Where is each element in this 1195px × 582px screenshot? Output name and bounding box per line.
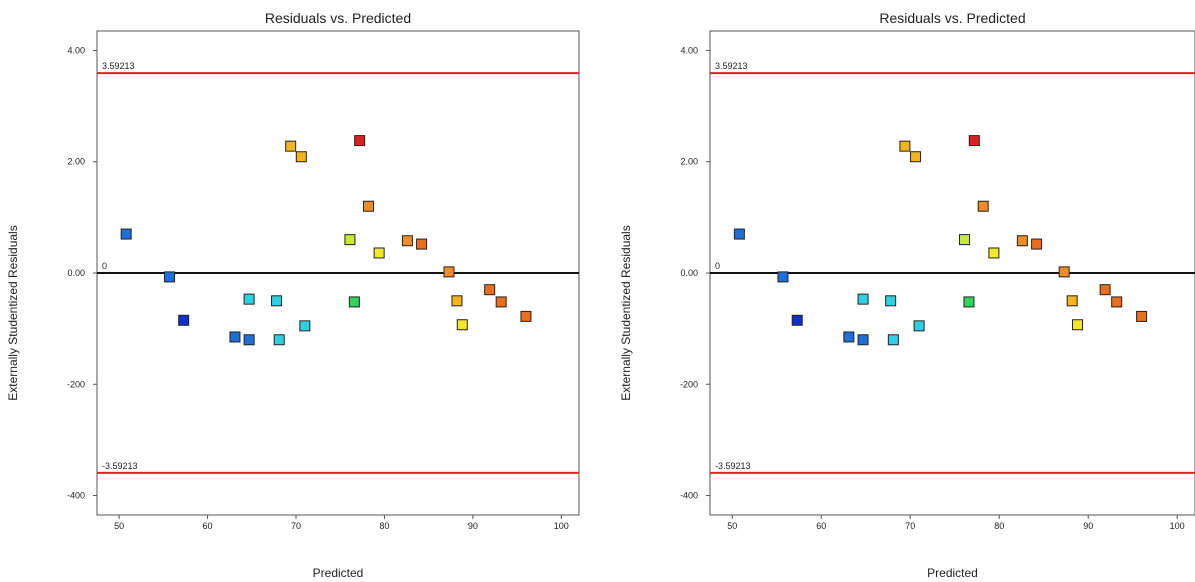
data-point (977, 200, 989, 212)
data-point (1072, 319, 1084, 331)
data-point (857, 293, 869, 305)
data-point (120, 228, 132, 240)
zero-line-label: 0 (715, 261, 720, 271)
data-point (913, 320, 925, 332)
data-point (520, 310, 532, 322)
data-point (299, 320, 311, 332)
data-point (295, 151, 307, 163)
y-axis-label: Externally Studentized Residuals (6, 225, 20, 400)
x-tick-label: 70 (291, 521, 301, 531)
data-point (348, 296, 360, 308)
chart-title: Residuals vs. Predicted (265, 10, 411, 26)
x-tick-label: 100 (1170, 521, 1185, 531)
y-tick-label: 0.00 (67, 268, 85, 278)
x-tick-label: 60 (203, 521, 213, 531)
y-tick-label: 4.00 (680, 45, 698, 55)
y-tick-label: 2.00 (67, 157, 85, 167)
data-point (843, 331, 855, 343)
y-tick-label: -200 (680, 379, 698, 389)
data-point (373, 247, 385, 259)
data-point (777, 271, 789, 283)
x-tick-label: 90 (468, 521, 478, 531)
residuals-chart-left: Residuals vs. Predicted Predicted External… (6, 10, 580, 580)
y-tick-label: 4.00 (67, 45, 85, 55)
data-point (899, 140, 911, 152)
data-point (1136, 310, 1148, 322)
data-point (456, 319, 468, 331)
x-tick-label: 60 (816, 521, 826, 531)
data-point (285, 140, 297, 152)
data-point (363, 200, 375, 212)
data-point (243, 334, 255, 346)
limit-line-label: -3.59213 (102, 461, 138, 471)
data-point (164, 271, 176, 283)
data-point (1099, 284, 1111, 296)
data-point (495, 296, 507, 308)
data-point (857, 334, 869, 346)
limit-line-label: 3.59213 (102, 61, 135, 71)
zero-line-label: 0 (102, 261, 107, 271)
data-point (271, 295, 283, 307)
residuals-chart-right: Residuals vs. Predicted Predicted External… (619, 10, 1195, 580)
x-axis-label: Predicted (313, 566, 364, 580)
y-axis-label: Externally Studentized Residuals (619, 225, 633, 400)
data-point (484, 284, 496, 296)
data-point (243, 293, 255, 305)
data-point (1066, 295, 1078, 307)
x-tick-label: 80 (379, 521, 389, 531)
data-point (344, 234, 356, 246)
chart-title: Residuals vs. Predicted (879, 10, 1025, 26)
data-point (963, 296, 975, 308)
data-point (959, 234, 971, 246)
data-point (885, 295, 897, 307)
data-point (910, 151, 922, 163)
y-tick-label: -400 (680, 491, 698, 501)
y-tick-label: 0.00 (680, 268, 698, 278)
data-point (968, 135, 980, 147)
data-point (416, 238, 428, 250)
data-point (401, 235, 413, 247)
data-point (451, 295, 463, 307)
x-tick-label: 70 (905, 521, 915, 531)
limit-line-label: -3.59213 (715, 461, 751, 471)
data-point (733, 228, 745, 240)
data-point (229, 331, 241, 343)
data-point (1031, 238, 1043, 250)
data-point (178, 314, 190, 326)
data-point (443, 266, 455, 278)
data-point (273, 334, 285, 346)
data-point (887, 334, 899, 346)
limit-line-label: 3.59213 (715, 61, 748, 71)
x-tick-label: 80 (994, 521, 1004, 531)
data-point (354, 135, 366, 147)
x-tick-label: 100 (554, 521, 569, 531)
x-tick-label: 50 (727, 521, 737, 531)
y-tick-label: -200 (67, 379, 85, 389)
data-point (791, 314, 803, 326)
data-point (1058, 266, 1070, 278)
x-tick-label: 90 (1083, 521, 1093, 531)
x-axis-label: Predicted (927, 566, 978, 580)
y-tick-label: -400 (67, 491, 85, 501)
x-tick-label: 50 (114, 521, 124, 531)
y-tick-label: 2.00 (680, 157, 698, 167)
data-point (1111, 296, 1123, 308)
data-point (988, 247, 1000, 259)
data-point (1016, 235, 1028, 247)
